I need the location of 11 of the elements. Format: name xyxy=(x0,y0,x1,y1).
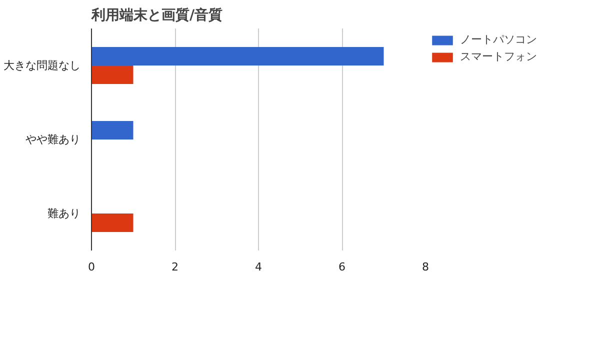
x-tick-label: 4 xyxy=(255,260,262,274)
x-tick-label: 2 xyxy=(172,260,178,274)
x-tick-label: 6 xyxy=(338,260,346,274)
legend-label: ノートパソコン xyxy=(460,32,537,47)
y-tick-label: 難あり xyxy=(48,207,80,220)
y-tick-label: 大きな問題なし xyxy=(4,59,80,72)
legend-label: スマートフォン xyxy=(460,49,537,64)
y-tick-label: やや難あり xyxy=(26,133,80,146)
chart-title: 利用端末と画質/音質 xyxy=(90,6,223,24)
x-tick-label: 0 xyxy=(88,260,95,274)
x-tick-label: 8 xyxy=(422,260,429,274)
